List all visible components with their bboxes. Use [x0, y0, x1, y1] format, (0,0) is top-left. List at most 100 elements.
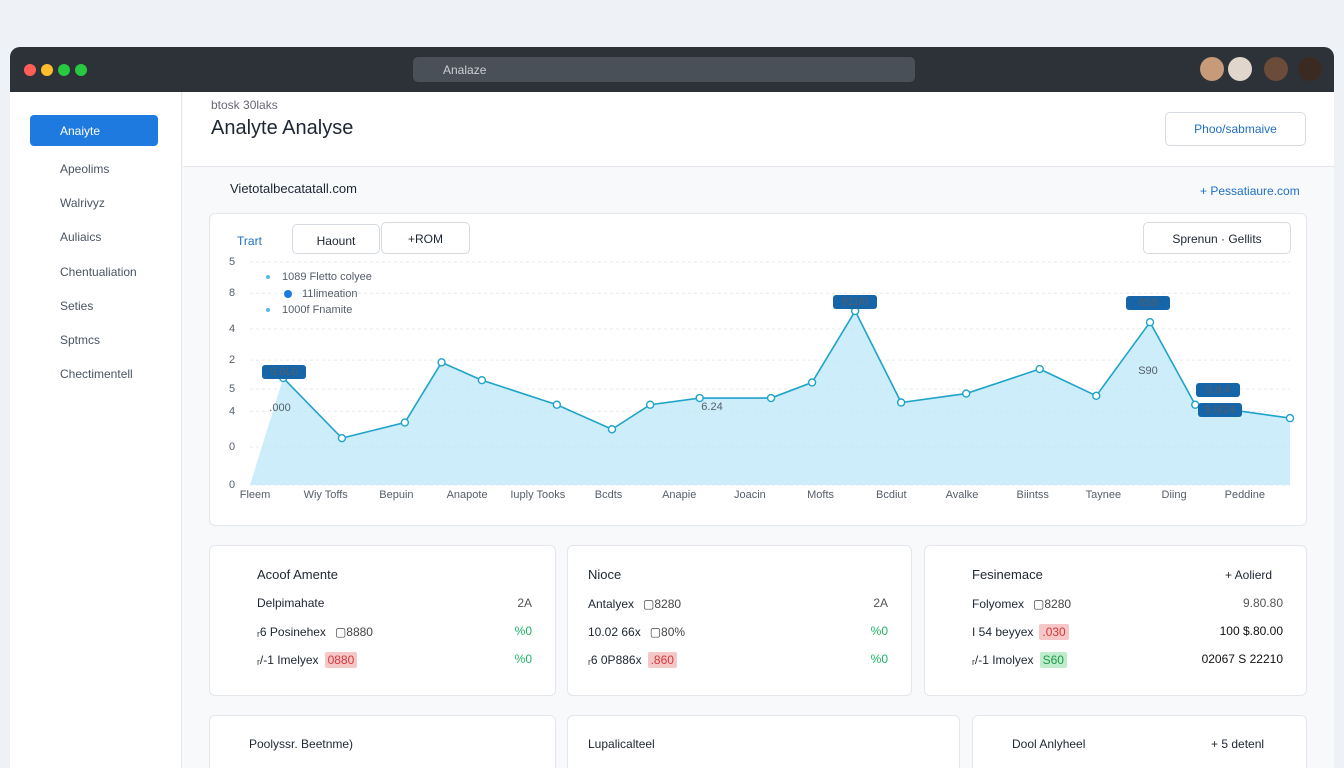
point: [400, 418, 410, 427]
point: [1035, 364, 1044, 374]
annotation: 6.24: [701, 401, 722, 413]
row-label: ᵣ6 0P886x: [588, 653, 642, 667]
x-tick-label: Anapie: [662, 489, 696, 501]
x-tick-label: Bcdts: [595, 489, 623, 501]
x-tick-label: Mofts: [807, 489, 834, 501]
card: [924, 545, 1307, 696]
tab[interactable]: Haount: [292, 224, 380, 254]
row-value: %0: [870, 652, 888, 666]
breadcrumb[interactable]: btosk 30laks: [211, 98, 278, 112]
point: [337, 433, 347, 443]
card: [567, 715, 960, 768]
card-row: 10.02 66x ▢80%: [588, 624, 688, 646]
avatar[interactable]: [1228, 57, 1252, 81]
url-bar[interactable]: Analaze: [413, 57, 915, 82]
card-title: Dool Anlyheel: [1012, 737, 1086, 751]
legend-marker: [284, 290, 292, 298]
card: [972, 715, 1307, 768]
annotation: 5.9/24: [1205, 404, 1236, 416]
nav-item[interactable]: Auliaics: [60, 230, 102, 245]
row-value: %0: [514, 652, 532, 666]
row-label: Delpimahate: [257, 596, 325, 610]
card-row: Delpimahate: [257, 596, 324, 618]
tab[interactable]: +ROM: [381, 222, 470, 254]
annotation: .000: [269, 402, 290, 414]
x-tick-label: Bcdiut: [876, 489, 907, 501]
row-badge: S60: [1039, 652, 1067, 668]
nav-item[interactable]: Sptmcs: [60, 333, 101, 347]
card: [209, 715, 556, 768]
legend-marker: [266, 308, 270, 312]
max[interactable]: [58, 64, 70, 76]
point: [1145, 318, 1155, 327]
card-row: ᵣ6 0P886x .860: [588, 652, 677, 674]
x-tick-label: Wiy Toffs: [304, 489, 349, 501]
row-badge: ▢8280: [643, 597, 682, 611]
row-value: 02067 S 22210: [1201, 652, 1283, 666]
row-label: ᵣ/-1 Imolyex: [972, 653, 1034, 667]
annotation-box: [833, 295, 877, 309]
row-value: 9.80.80: [1242, 596, 1283, 610]
nav-item[interactable]: Chentualiation: [60, 264, 137, 279]
legend-label: 1000f Fnamite: [282, 304, 352, 316]
header: [183, 92, 1334, 167]
nav-item[interactable]: Apeolims: [60, 162, 110, 176]
y-tick-label: 2: [229, 354, 235, 366]
y-tick-label: 8: [229, 287, 235, 299]
annotation-box: [262, 365, 306, 379]
card-row: I 54 beyyex .030: [972, 624, 1069, 646]
legend-label: 11limeation: [302, 288, 357, 300]
card-title: Nioce: [588, 567, 622, 582]
nav-item[interactable]: Seties: [60, 298, 94, 313]
card-row: ᵣ/-1 Imolyex S60: [972, 652, 1067, 674]
avatar[interactable]: [1298, 57, 1322, 81]
chart-button[interactable]: Sprenun · Gellits: [1143, 222, 1291, 254]
row-value: 2A: [517, 596, 532, 610]
card-corner[interactable]: + 5 detenl: [1211, 737, 1265, 751]
nav-item[interactable]: Anaiyte: [30, 115, 158, 146]
min[interactable]: [41, 64, 53, 76]
tab[interactable]: Trart: [222, 224, 277, 252]
x-tick-label: Peddine: [1225, 489, 1265, 501]
avatar[interactable]: [1200, 57, 1224, 81]
row-value: %0: [870, 624, 888, 638]
annotation: 9.0L0: [270, 366, 298, 378]
card-row: Antalyex ▢8280: [588, 596, 684, 618]
nav-item[interactable]: Walrivyz: [60, 196, 105, 211]
y-tick-label: 5: [229, 256, 235, 268]
y-tick-label: 4: [229, 405, 235, 417]
section-title: Vietotalbecatatall.com: [230, 181, 357, 196]
x-tick-label: Bepuin: [379, 489, 413, 501]
row-badge: 0880: [324, 652, 358, 668]
section-link[interactable]: + Pessatiaure.com: [1200, 184, 1300, 198]
x-tick-label: Taynee: [1086, 489, 1121, 501]
point: [896, 398, 906, 407]
row-badge: ▢80%: [649, 625, 686, 639]
point: [961, 389, 971, 398]
card-corner[interactable]: + Aolierd: [1225, 568, 1273, 582]
point: [437, 358, 446, 367]
point: [477, 375, 487, 385]
y-tick-label: 0: [229, 479, 235, 491]
browser-bar: Analaze: [10, 47, 1334, 92]
close[interactable]: [24, 64, 36, 76]
row-label: ᵣ/-1 Imelyex: [257, 653, 319, 667]
row-value: 2A: [873, 596, 888, 610]
row-label: Folyomex: [972, 597, 1025, 611]
card-row: ᵣ/-1 Imelyex 0880: [257, 652, 358, 674]
header-button[interactable]: Phoo/sabmaive: [1165, 112, 1306, 146]
x-tick-label: Anapote: [447, 489, 488, 501]
point: [645, 400, 655, 409]
point: [552, 400, 562, 409]
avatar[interactable]: [1264, 57, 1288, 81]
annotation-box: [1198, 403, 1242, 417]
point: [807, 378, 817, 387]
annotation-box: [1196, 383, 1240, 397]
y-tick-label: 4: [229, 323, 235, 335]
row-badge: ▢8280: [1033, 597, 1072, 611]
x-tick-label: Iuply Tooks: [510, 489, 565, 501]
card-row: ᵣ6 Posinehex ▢8880: [257, 624, 376, 646]
card-title: Lupalicalteel: [588, 737, 655, 751]
nav-item[interactable]: Chectimentell: [60, 367, 133, 382]
